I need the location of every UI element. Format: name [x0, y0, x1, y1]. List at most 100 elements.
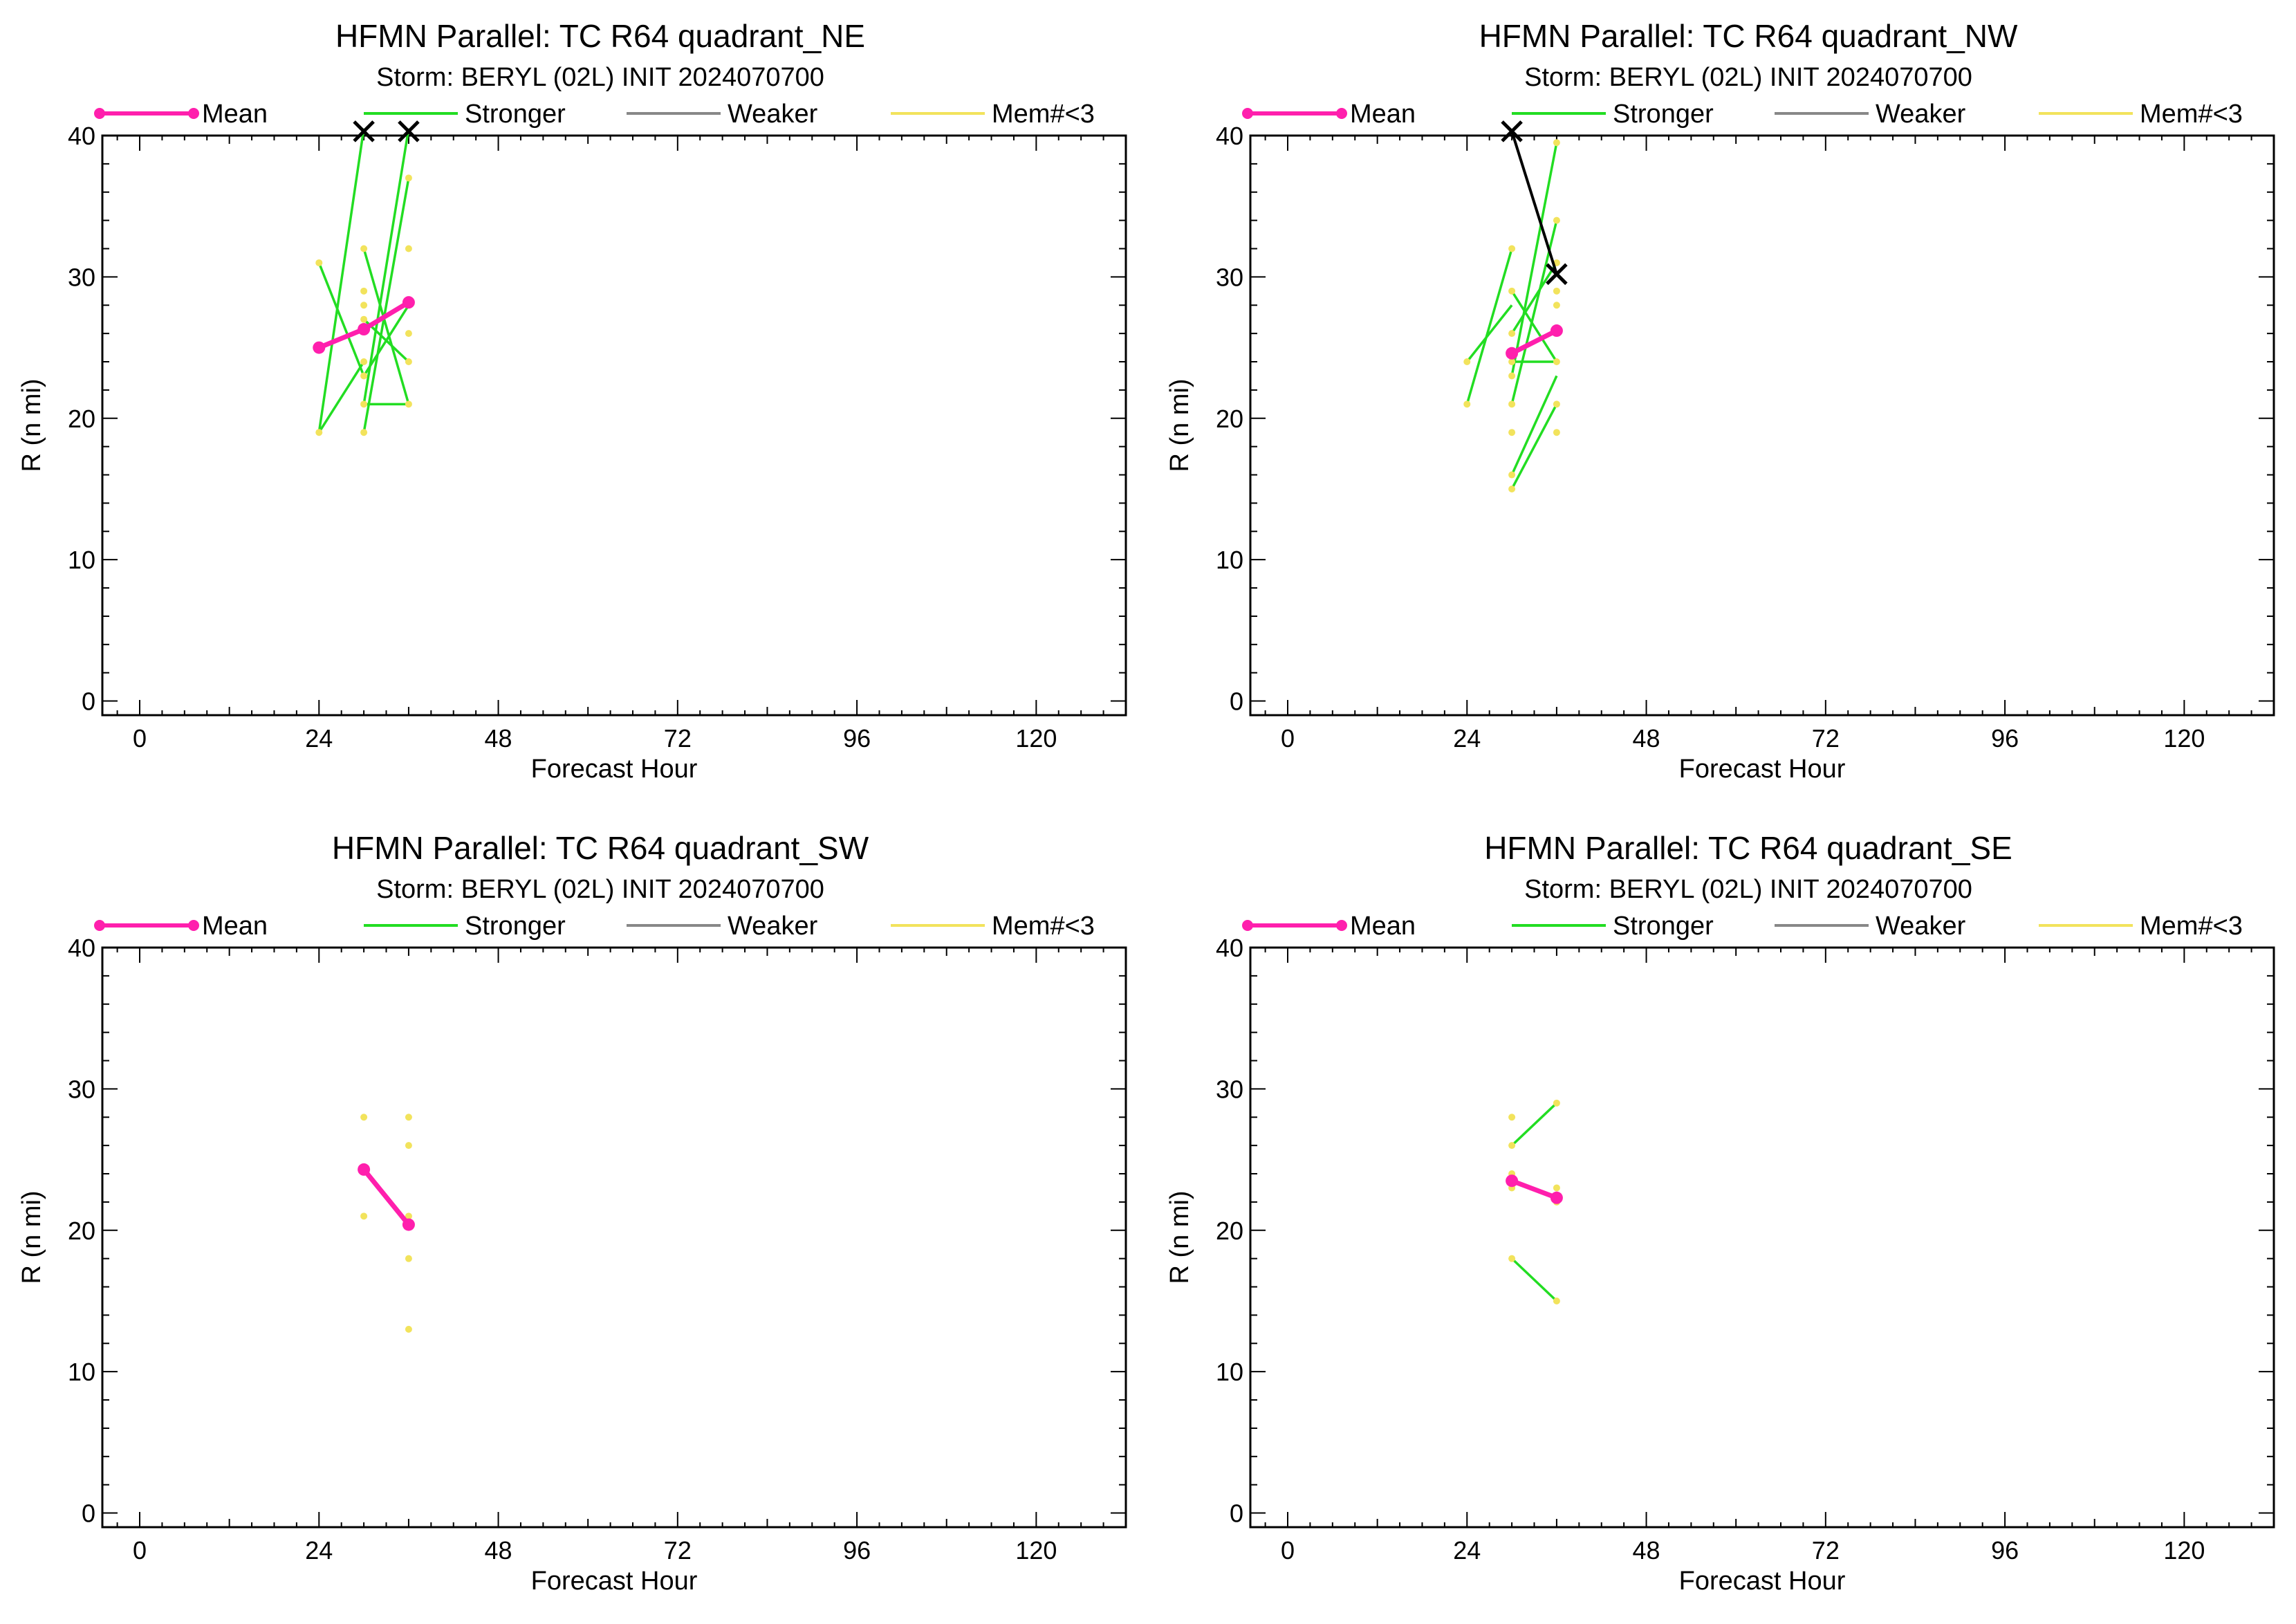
panel-se: HFMN Parallel: TC R64 quadrant_SE Storm: …	[1165, 830, 2275, 1596]
series-stronger-line	[1465, 248, 1513, 405]
legend-label-mem: Mem#<3	[2140, 100, 2243, 129]
legend-label-stronger: Stronger	[465, 912, 566, 941]
legend-label-mean: Mean	[202, 100, 268, 129]
x-tick-label: 48	[1633, 724, 1660, 753]
series-member-point	[1463, 358, 1471, 366]
series-member-point	[405, 400, 412, 408]
plot-frame	[101, 946, 1127, 1529]
series-member-point	[1508, 400, 1516, 408]
series-mean-line	[362, 1168, 411, 1226]
series-mean-point	[1506, 1174, 1519, 1188]
series-member-point	[405, 1114, 412, 1121]
series-stronger-line	[1510, 403, 1558, 490]
plot-frame	[1249, 134, 2275, 717]
chart-subtitle: Storm: BERYL (02L) INIT 2024070700	[376, 63, 824, 92]
x-tick-label: 24	[305, 1536, 333, 1565]
series-mean-point	[1506, 347, 1519, 360]
legend-label-weaker: Weaker	[1876, 912, 1966, 941]
series-stronger-line	[317, 361, 365, 434]
x-tick-label: 24	[305, 724, 333, 753]
x-tick-label: 72	[1812, 724, 1840, 753]
series-member-point	[405, 330, 412, 338]
legend-marker-mean	[188, 108, 199, 119]
series-mean-point	[1550, 1191, 1563, 1204]
legend-marker-mean	[94, 108, 105, 119]
series-member-point	[1553, 1297, 1560, 1304]
series-stronger-line	[1510, 220, 1558, 405]
y-tick-label: 0	[1230, 688, 1243, 716]
legend-marker-mean	[94, 920, 105, 931]
x-tick-label: 120	[1015, 724, 1057, 753]
chart-title: HFMN Parallel: TC R64 quadrant_NE	[335, 18, 865, 54]
y-tick-label: 20	[68, 405, 95, 433]
panel-sw: HFMN Parallel: TC R64 quadrant_SW Storm: …	[17, 830, 1127, 1596]
series-member-point	[405, 1325, 412, 1333]
y-axis-label: R (n mi)	[17, 1190, 46, 1284]
series-member-point	[1553, 302, 1560, 309]
series-stronger-line	[1510, 375, 1558, 476]
series-member-point	[1508, 245, 1516, 252]
series-member-point	[1508, 1114, 1516, 1121]
series-member-point	[1508, 330, 1516, 338]
legend-label-mean: Mean	[1350, 100, 1416, 129]
legend-label-weaker: Weaker	[728, 100, 818, 129]
series-stronger-line	[1510, 262, 1558, 335]
series-member-point	[405, 245, 412, 252]
series-mean-point	[1550, 324, 1563, 338]
series-member-point	[360, 315, 368, 323]
y-axis-label: R (n mi)	[1165, 1190, 1194, 1284]
series-best-track-line	[1510, 131, 1558, 275]
panel-ne: HFMN Parallel: TC R64 quadrant_NE Storm: …	[17, 18, 1127, 784]
series-member-point	[1508, 471, 1516, 479]
y-tick-label: 0	[82, 1500, 95, 1528]
y-axis-label: R (n mi)	[1165, 378, 1194, 472]
series-member-point	[360, 245, 368, 252]
series-member-point	[360, 287, 368, 295]
x-tick-label: 0	[1281, 1536, 1295, 1565]
series-stronger-line	[317, 128, 365, 433]
y-tick-label: 10	[1216, 1358, 1243, 1386]
x-tick-label: 72	[664, 1536, 692, 1565]
series-member-point	[1508, 372, 1516, 380]
series-member-point	[1508, 1255, 1516, 1262]
best-track-marker	[398, 120, 420, 142]
series-member-point	[1553, 287, 1560, 295]
series-member-point	[360, 429, 368, 436]
legend-label-mem: Mem#<3	[2140, 912, 2243, 941]
x-tick-label: 0	[133, 1536, 147, 1565]
x-tick-label: 120	[2163, 1536, 2205, 1565]
y-tick-label: 40	[68, 934, 95, 962]
y-tick-label: 0	[82, 688, 95, 716]
legend-label-stronger: Stronger	[1613, 912, 1714, 941]
legend-marker-mean	[1242, 920, 1253, 931]
series-member-point	[405, 358, 412, 366]
y-tick-label: 20	[1216, 405, 1243, 433]
series-mean-point	[402, 1218, 415, 1231]
series-member-point	[1553, 1099, 1560, 1107]
series-member-point	[360, 302, 368, 309]
y-tick-label: 20	[68, 1217, 95, 1245]
x-tick-label: 96	[1991, 1536, 2019, 1565]
x-tick-label: 0	[133, 724, 147, 753]
legend-label-mem: Mem#<3	[992, 912, 1095, 941]
chart-title: HFMN Parallel: TC R64 quadrant_SE	[1484, 830, 2012, 866]
y-tick-label: 40	[1216, 122, 1243, 150]
series-member-point	[1553, 400, 1560, 408]
legend-label-mem: Mem#<3	[992, 100, 1095, 129]
legend-marker-mean	[1336, 108, 1347, 119]
chart-subtitle: Storm: BERYL (02L) INIT 2024070700	[1524, 63, 1972, 92]
x-tick-label: 24	[1453, 724, 1481, 753]
x-tick-label: 96	[843, 724, 871, 753]
x-axis-label: Forecast Hour	[531, 755, 698, 784]
series-mean-line	[1510, 328, 1558, 356]
y-tick-label: 30	[68, 263, 95, 291]
series-member-point	[1553, 429, 1560, 436]
x-tick-label: 48	[485, 724, 512, 753]
series-stronger-line	[362, 248, 410, 405]
series-stronger-line	[317, 262, 365, 377]
plot-frame	[101, 134, 1127, 717]
chart-title: HFMN Parallel: TC R64 quadrant_SW	[332, 830, 869, 866]
x-tick-label: 48	[485, 1536, 512, 1565]
best-track-marker	[1546, 263, 1568, 286]
